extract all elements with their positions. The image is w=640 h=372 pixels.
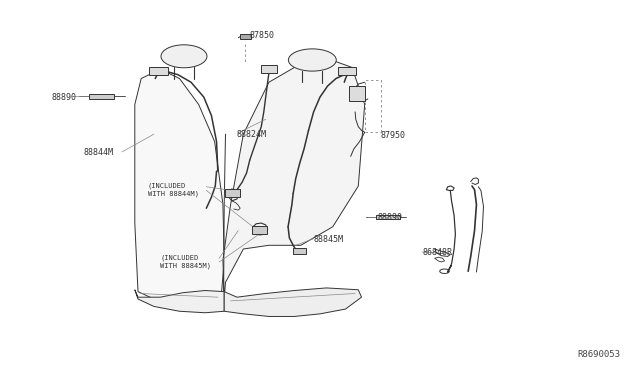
FancyBboxPatch shape [239,34,251,39]
Text: 87850: 87850 [250,31,275,41]
Polygon shape [224,288,362,317]
FancyBboxPatch shape [149,67,168,75]
FancyBboxPatch shape [225,189,239,197]
Polygon shape [135,290,224,313]
Text: 86848R: 86848R [422,248,452,257]
Text: R8690053: R8690053 [577,350,620,359]
Text: 87950: 87950 [381,131,406,141]
Text: 88890: 88890 [52,93,77,102]
FancyBboxPatch shape [89,94,115,99]
Text: 88890: 88890 [378,213,403,222]
Text: 88845M: 88845M [314,235,344,244]
FancyBboxPatch shape [261,65,277,73]
FancyBboxPatch shape [338,67,356,75]
Ellipse shape [161,45,207,68]
FancyBboxPatch shape [349,86,365,101]
Ellipse shape [289,49,336,71]
FancyBboxPatch shape [376,215,401,219]
Text: (INCLUDED
WITH 88845M): (INCLUDED WITH 88845M) [161,255,211,269]
Polygon shape [135,69,224,307]
Text: (INCLUDED
WITH 88844M): (INCLUDED WITH 88844M) [148,183,198,197]
Text: 88844M: 88844M [84,148,114,157]
Text: 88824M: 88824M [237,129,267,139]
Polygon shape [223,58,365,299]
FancyBboxPatch shape [293,247,306,254]
FancyBboxPatch shape [252,226,267,234]
